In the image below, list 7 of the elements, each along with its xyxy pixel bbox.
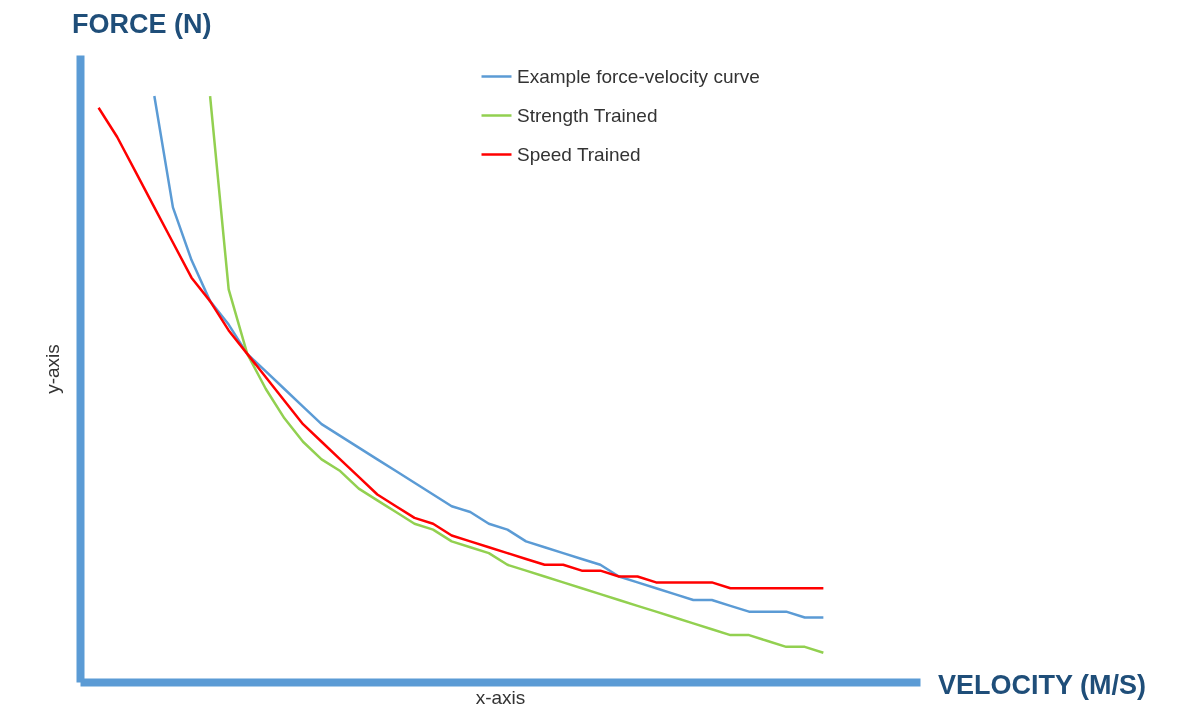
- legend-label: Example force-velocity curve: [517, 65, 760, 87]
- text: VELOCITY (M/S): [938, 670, 1147, 700]
- legend-label: Speed Trained: [517, 143, 641, 165]
- text: FORCE (N): [72, 9, 212, 39]
- y-axis-title: y-axis: [41, 344, 63, 394]
- x-axis-title: x-axis: [475, 686, 526, 708]
- legend-label: Strength Trained: [517, 104, 658, 126]
